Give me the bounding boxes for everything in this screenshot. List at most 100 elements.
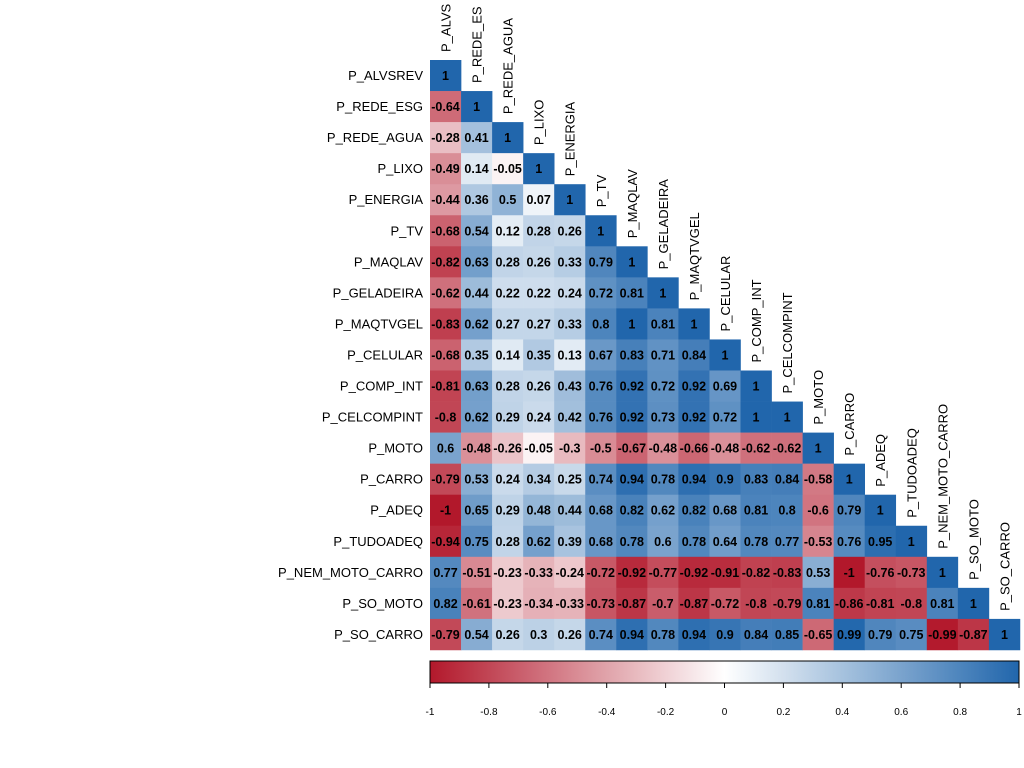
matrix-cell xyxy=(802,494,834,527)
column-label: P_COMP_INT xyxy=(749,279,764,362)
cell-value: 0.75 xyxy=(464,535,488,549)
cell-value: 1 xyxy=(535,162,542,176)
cell-value: -0.92 xyxy=(680,566,709,580)
cell-value: -0.81 xyxy=(431,380,460,394)
matrix-cell xyxy=(554,432,586,464)
matrix-cell xyxy=(585,215,617,247)
cell-value: -0.82 xyxy=(742,566,771,580)
cell-value: 0.68 xyxy=(713,504,737,518)
matrix-cell xyxy=(585,339,617,371)
row-label: P_REDE_ESG xyxy=(336,99,423,114)
cell-value: -0.05 xyxy=(524,442,553,456)
cell-value: 0.65 xyxy=(464,504,488,518)
cell-value: 0.27 xyxy=(526,317,550,331)
cell-value: 0.81 xyxy=(930,597,954,611)
matrix-cell xyxy=(585,494,617,527)
cell-value: 0.67 xyxy=(589,348,613,362)
matrix-cell xyxy=(554,525,586,558)
matrix-cell xyxy=(492,587,524,620)
matrix-cell xyxy=(678,587,710,620)
cell-value: -0.99 xyxy=(928,628,957,642)
cell-value: 0.78 xyxy=(744,535,768,549)
matrix-cell xyxy=(647,463,679,495)
cell-value: -0.64 xyxy=(431,100,460,114)
cell-value: -0.82 xyxy=(431,255,460,269)
cell-value: 0.72 xyxy=(651,380,675,394)
column-label: P_LIXO xyxy=(532,100,547,146)
cell-value: -0.44 xyxy=(431,193,460,207)
matrix-cell xyxy=(430,122,462,154)
cell-value: 0.94 xyxy=(682,628,706,642)
cell-value: 0.8 xyxy=(778,504,795,518)
cell-value: 0.78 xyxy=(651,473,675,487)
cell-value: 0.81 xyxy=(620,286,644,300)
cell-value: 0.99 xyxy=(837,628,861,642)
matrix-cell xyxy=(461,587,493,620)
cell-value: 0.79 xyxy=(837,504,861,518)
matrix-cell xyxy=(709,339,741,371)
matrix-cell xyxy=(430,463,462,495)
cell-value: 0.39 xyxy=(558,535,582,549)
cell-value: 0.29 xyxy=(495,504,519,518)
matrix-cell xyxy=(740,494,772,527)
cell-value: 1 xyxy=(877,504,884,518)
cell-value: 0.78 xyxy=(620,535,644,549)
matrix-cell xyxy=(523,587,555,620)
matrix-cell xyxy=(461,432,493,464)
cell-value: 0.28 xyxy=(526,224,550,238)
cell-value: -0.05 xyxy=(493,162,522,176)
cell-value: -0.87 xyxy=(959,628,988,642)
cell-value: 0.64 xyxy=(713,535,737,549)
cell-value: 0.14 xyxy=(464,162,488,176)
matrix-cell xyxy=(523,463,555,495)
column-label: P_MAQLAV xyxy=(625,169,640,238)
matrix-cell xyxy=(585,556,617,589)
cell-value: -0.81 xyxy=(866,597,895,611)
matrix-cell xyxy=(709,370,741,402)
cell-value: -0.8 xyxy=(435,411,457,425)
cell-value: -0.62 xyxy=(742,442,771,456)
column-label: P_CELULAR xyxy=(718,256,733,332)
matrix-cell xyxy=(430,525,462,558)
cell-value: 0.63 xyxy=(464,255,488,269)
matrix-cell xyxy=(461,463,493,495)
matrix-cell xyxy=(864,494,897,527)
cell-value: 0.26 xyxy=(558,224,582,238)
row-label: P_CARRO xyxy=(360,472,423,487)
cell-value: 0.62 xyxy=(464,317,488,331)
cell-value: 0.54 xyxy=(464,628,488,642)
cell-value: 0.94 xyxy=(620,473,644,487)
matrix-cell xyxy=(461,91,493,123)
cell-value: 0.85 xyxy=(775,628,799,642)
matrix-cell xyxy=(430,587,462,620)
cell-value: -0.76 xyxy=(866,566,895,580)
matrix-cell xyxy=(461,401,493,433)
cell-value: 0.76 xyxy=(589,411,613,425)
cell-value: 0.6 xyxy=(654,535,671,549)
cell-value: 0.82 xyxy=(620,504,644,518)
cell-value: 1 xyxy=(753,380,760,394)
matrix-cell xyxy=(430,401,462,433)
column-label: P_MOTO xyxy=(811,370,826,425)
cell-value: 0.36 xyxy=(464,193,488,207)
color-legend-bar xyxy=(429,660,1020,684)
color-legend-tick-label: 0.4 xyxy=(835,707,849,718)
cell-value: -0.79 xyxy=(431,628,460,642)
matrix-cell xyxy=(492,184,524,216)
matrix-cell xyxy=(430,91,462,123)
row-labels: P_ALVSREV P_REDE_ESG P_REDE_AGUA P_LIXO P_EN… xyxy=(278,68,423,642)
matrix-cell xyxy=(771,587,803,620)
cell-value: 0.44 xyxy=(558,504,582,518)
color-legend-tick-label: 0.8 xyxy=(953,707,967,718)
matrix-cell xyxy=(616,246,648,278)
matrix-cell xyxy=(492,370,524,402)
cell-value: -0.87 xyxy=(680,597,709,611)
cell-value: -0.8 xyxy=(900,597,922,611)
cell-value: 0.82 xyxy=(682,504,706,518)
matrix-cell xyxy=(430,370,462,402)
matrix-cell xyxy=(740,587,772,620)
cell-value: 0.71 xyxy=(651,348,675,362)
cell-value: -0.49 xyxy=(431,162,460,176)
row-label: P_ADEQ xyxy=(370,503,423,518)
cell-value: 0.14 xyxy=(495,348,519,362)
